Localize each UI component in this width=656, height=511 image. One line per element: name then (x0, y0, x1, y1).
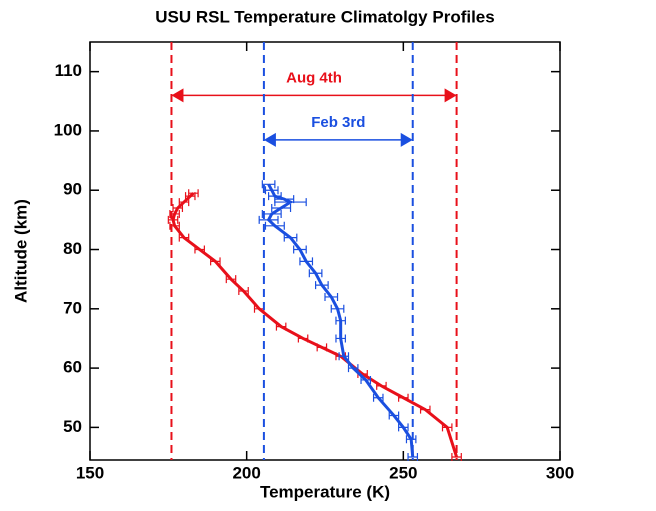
range-label: Aug 4th (286, 69, 342, 86)
error-bar (258, 215, 279, 224)
range-label: Feb 3rd (311, 114, 365, 131)
error-bar (315, 281, 329, 290)
y-tick-label: 80 (63, 239, 82, 258)
error-bar (451, 453, 462, 462)
error-bar (268, 192, 282, 201)
plot-frame (89, 41, 561, 461)
error-bar (330, 304, 345, 313)
arrow-head (171, 88, 184, 103)
y-tick-label: 70 (63, 298, 82, 317)
error-bar (376, 381, 387, 390)
error-bar (275, 322, 287, 331)
chart-title: USU RSL Temperature Climatolgy Profiles (155, 7, 494, 26)
error-bar (407, 453, 419, 462)
error-bar (405, 435, 417, 444)
error-bar (297, 334, 309, 343)
error-bar (360, 375, 372, 384)
error-bar (293, 245, 307, 254)
x-tick-label: 150 (76, 463, 104, 482)
x-tick-label: 250 (389, 463, 417, 482)
profile-line (266, 183, 415, 458)
error-bar (172, 204, 184, 213)
y-tick-label: 100 (54, 120, 82, 139)
profile-line (171, 192, 459, 458)
error-bar (210, 257, 221, 266)
error-bar (283, 233, 298, 242)
error-bar (398, 423, 409, 432)
error-bar (441, 423, 453, 432)
error-bar (335, 316, 346, 325)
error-bar (178, 198, 190, 207)
y-tick-label: 110 (55, 61, 82, 80)
error-bar (167, 215, 179, 224)
error-bar (335, 334, 346, 343)
error-bar (271, 204, 292, 213)
error-bar (419, 405, 431, 414)
error-bar (188, 189, 199, 198)
arrow-head (400, 132, 413, 147)
error-bar (299, 257, 314, 266)
arrow-head (444, 88, 457, 103)
y-tick-label: 60 (63, 358, 82, 377)
error-bar (347, 364, 359, 373)
error-bar (316, 343, 328, 352)
error-bar (225, 275, 237, 284)
error-bar (372, 393, 384, 402)
error-bar (388, 411, 400, 420)
error-bar (178, 233, 190, 242)
arrow-head (263, 132, 276, 147)
error-bar (238, 287, 249, 296)
x-tick-label: 200 (232, 463, 260, 482)
error-bar (264, 186, 279, 195)
x-tick-label: 300 (546, 463, 574, 482)
error-bar (324, 292, 339, 301)
y-tick-label: 50 (63, 417, 82, 436)
error-bar (261, 180, 276, 189)
x-axis-label: Temperature (K) (260, 482, 390, 501)
error-bar (264, 221, 285, 230)
error-bar (338, 352, 350, 361)
error-bar (261, 209, 282, 218)
y-axis-label: Altitude (km) (11, 199, 30, 303)
y-tick-label: 90 (63, 180, 82, 199)
error-bar (194, 245, 205, 254)
error-bar (398, 393, 409, 402)
error-bar (308, 269, 323, 278)
